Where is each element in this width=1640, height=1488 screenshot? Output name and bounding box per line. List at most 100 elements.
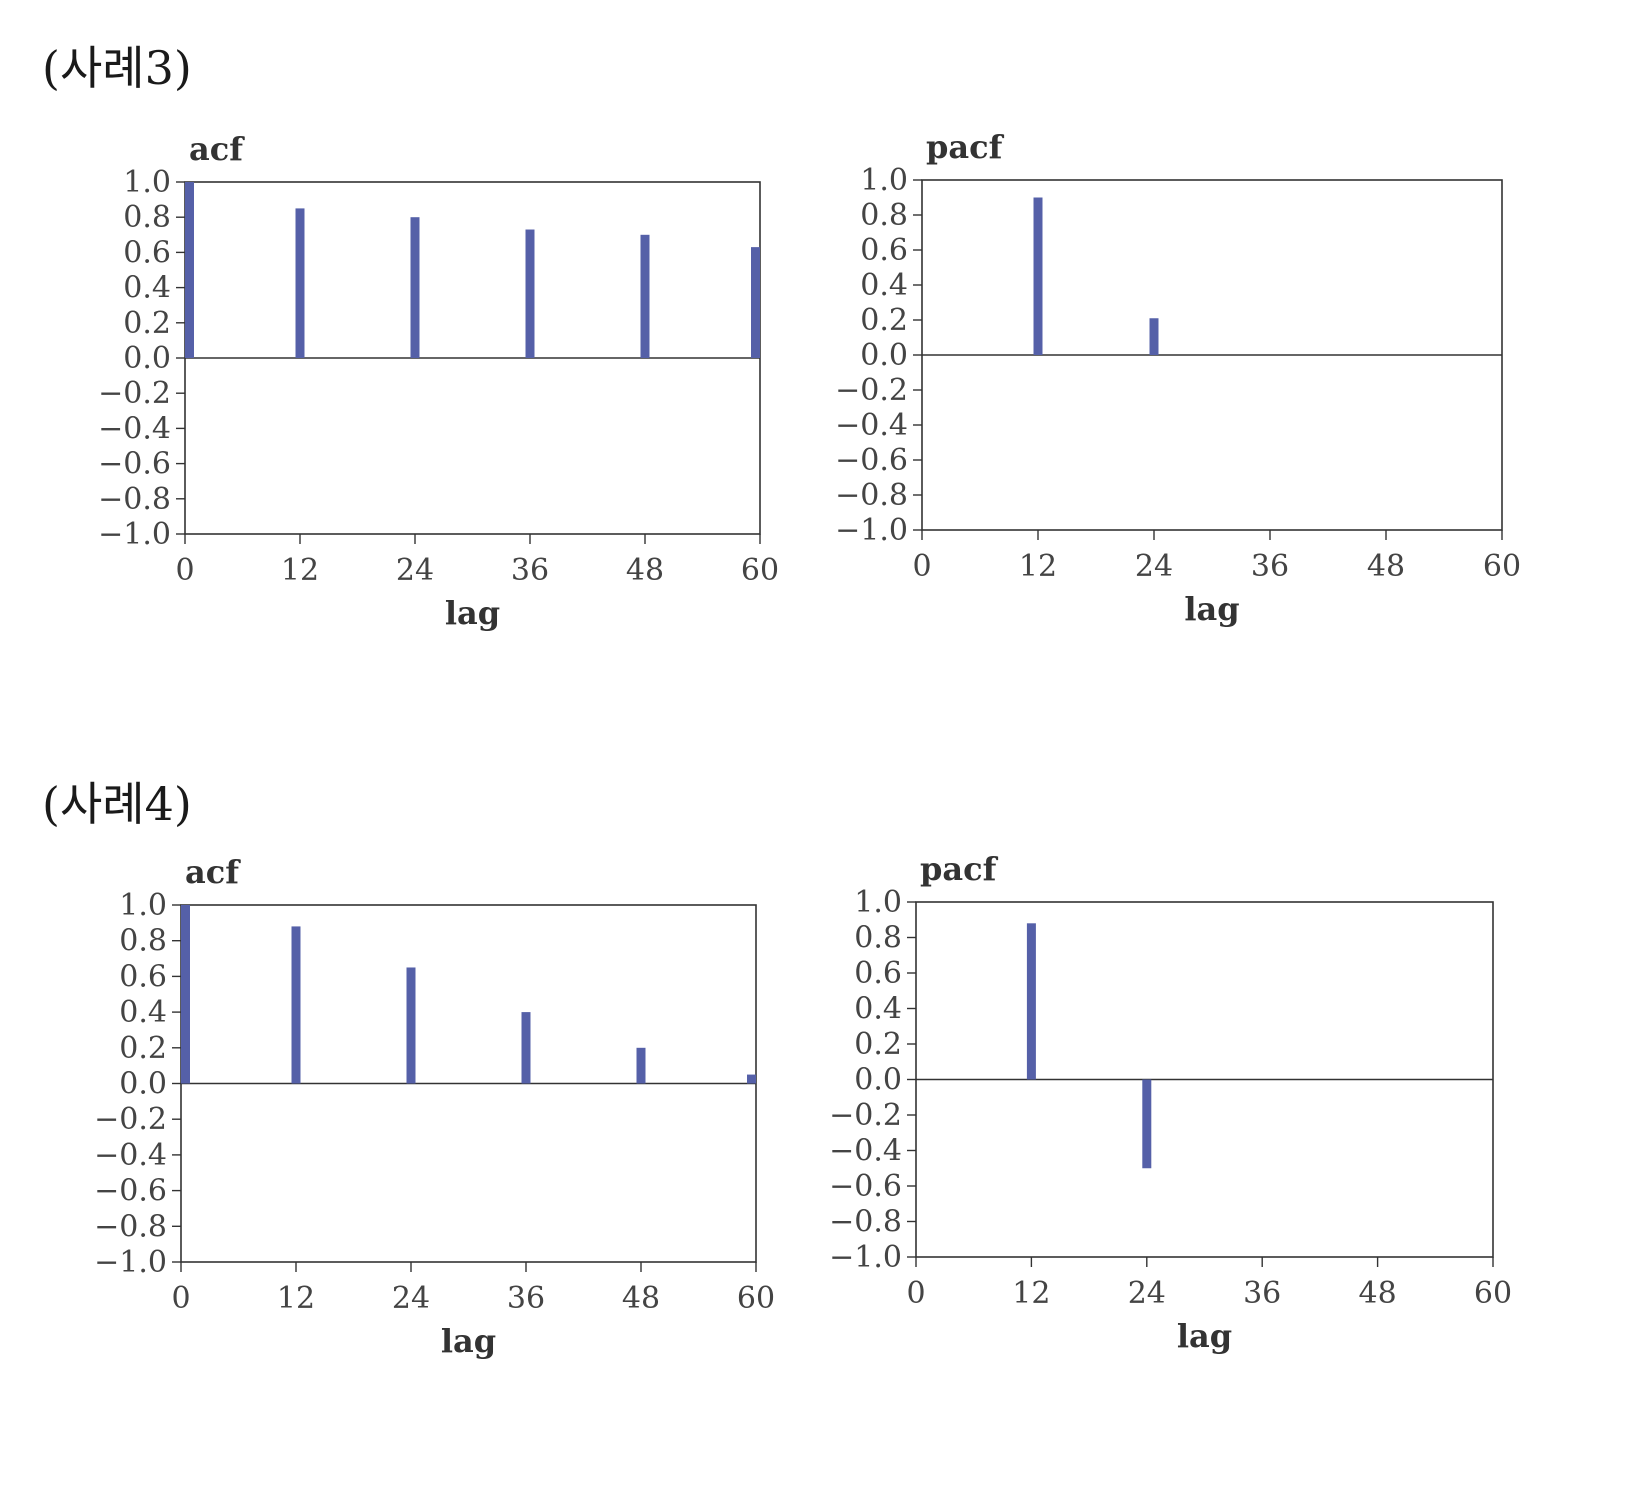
x-tick-label: 48 [1359, 1276, 1397, 1311]
y-tick-label: −0.4 [835, 408, 908, 443]
bar-lag-12 [291, 926, 301, 1084]
y-tick-label: −0.8 [835, 478, 908, 513]
x-tick-label: 24 [392, 1281, 430, 1316]
y-tick-label: 0.8 [854, 921, 902, 956]
y-tick-label: 0.6 [860, 233, 908, 268]
y-tick-label: 0.6 [123, 235, 171, 270]
y-tick-label: 1.0 [119, 888, 167, 923]
y-tick-label: 1.0 [860, 163, 908, 198]
x-tick-label: 12 [1012, 1276, 1050, 1311]
bar-lag-24 [406, 967, 416, 1084]
y-tick-label: 0.0 [854, 1063, 902, 1098]
bar-lag-60 [751, 247, 760, 358]
y-tick-label: −0.4 [829, 1134, 902, 1169]
y-tick-label: 0.4 [854, 992, 902, 1027]
x-tick-label: 36 [511, 553, 549, 588]
chart-case4-acf: acf 1.00.80.60.40.20.0−0.2−0.4−0.6−0.8−1.… [94, 853, 775, 1360]
y-tick-label: 0.6 [119, 959, 167, 994]
bar-lag-12 [1026, 923, 1036, 1080]
bar-lag-60 [747, 1074, 756, 1084]
chart-panel-case4-pacf: pacf 1.0 0.8 0.6 0.4 0.2 0.0 −0.2 −0.4 −0.6 −0.8 −1… [820, 840, 1620, 1400]
x-tick-label: 12 [281, 553, 319, 588]
y-tick-label: 0.4 [123, 271, 171, 306]
x-tick-label: 48 [622, 1281, 660, 1316]
bar-lag-0 [185, 182, 194, 358]
chart-panel-case3-acf: acf 1.0 0.8 0.6 0.4 0.2 0.0 −0.2 −0.4 −0.6 −0.8 −1.… [0, 110, 800, 670]
y-tick-label: 0.0 [119, 1067, 167, 1102]
chart-case4-pacf: pacf 1.00.80.60.40.20.0−0.2−0.4−0.6−0.8−1… [829, 850, 1512, 1355]
chart-title: acf [189, 130, 245, 168]
x-tick-label: 60 [737, 1281, 775, 1316]
bar-lag-12 [295, 208, 305, 358]
y-tick-label: −0.4 [98, 411, 171, 446]
x-tick-label: 36 [507, 1281, 545, 1316]
section-title-case4: (사례4) [42, 777, 192, 831]
x-tick-label: 0 [171, 1281, 190, 1316]
y-tick-label: 0.4 [860, 268, 908, 303]
bar-lag-24 [410, 217, 420, 358]
y-tick-label: 0.2 [860, 303, 908, 338]
chart-case3-acf: acf 1.00.80.60.40.20.0−0.2−0.4−0.6−0.8−1.… [98, 130, 779, 632]
y-tick-label: −0.8 [94, 1209, 167, 1244]
bar-lag-24 [1149, 318, 1159, 355]
y-tick-label: 1.0 [854, 885, 902, 920]
x-tick-label: 60 [1474, 1276, 1512, 1311]
x-axis-label: lag [1184, 590, 1239, 628]
x-tick-label: 24 [1135, 549, 1173, 584]
bar-lag-12 [1033, 197, 1043, 355]
y-tick-label: −0.6 [98, 447, 171, 482]
y-tick-label: −0.2 [835, 373, 908, 408]
x-tick-label: 36 [1251, 549, 1289, 584]
bar-lag-48 [640, 234, 650, 358]
chart-case3-pacf: pacf 1.00.80.60.40.20.0−0.2−0.4−0.6−0.8−1… [835, 128, 1521, 628]
chart-title: pacf [920, 850, 999, 888]
bar-lag-0 [181, 905, 190, 1084]
y-tick-label: −0.8 [829, 1205, 902, 1240]
y-tick-label: 0.4 [119, 995, 167, 1030]
x-tick-label: 0 [906, 1276, 925, 1311]
y-tick-label: 0.0 [860, 338, 908, 373]
y-tick-label: 0.8 [860, 198, 908, 233]
y-tick-label: 1.0 [123, 165, 171, 200]
x-tick-label: 0 [175, 553, 194, 588]
y-tick-label: −0.6 [829, 1169, 902, 1204]
x-tick-label: 12 [1019, 549, 1057, 584]
y-tick-label: −0.2 [94, 1102, 167, 1137]
bar-lag-24 [1142, 1079, 1152, 1169]
y-tick-label: 0.2 [854, 1027, 902, 1062]
y-tick-label: −0.2 [98, 376, 171, 411]
x-tick-label: 60 [1483, 549, 1521, 584]
bar-lag-36 [525, 229, 535, 358]
x-axis-label: lag [441, 1322, 496, 1360]
bar-lag-48 [636, 1047, 646, 1084]
y-tick-label: −1.0 [98, 517, 171, 552]
x-tick-label: 48 [1367, 549, 1405, 584]
x-tick-label: 12 [277, 1281, 315, 1316]
y-tick-label: −0.6 [835, 443, 908, 478]
chart-title: acf [185, 853, 241, 891]
section-title-case3: (사례3) [42, 41, 192, 95]
y-tick-label: −1.0 [94, 1245, 167, 1280]
y-tick-label: 0.0 [123, 341, 171, 376]
x-tick-label: 48 [626, 553, 664, 588]
chart-title: pacf [926, 128, 1005, 166]
x-tick-label: 24 [396, 553, 434, 588]
y-tick-label: −0.4 [94, 1138, 167, 1173]
y-tick-label: 0.6 [854, 956, 902, 991]
x-tick-label: 36 [1243, 1276, 1281, 1311]
x-tick-label: 0 [912, 549, 931, 584]
y-tick-label: −0.8 [98, 482, 171, 517]
x-axis-label: lag [445, 594, 500, 632]
bar-lag-36 [521, 1012, 531, 1084]
y-tick-label: 0.8 [119, 924, 167, 959]
y-tick-label: 0.2 [123, 306, 171, 341]
y-tick-label: −1.0 [835, 513, 908, 548]
chart-panel-case4-acf: acf 1.0 0.8 0.6 0.4 0.2 0.0 −0.2 −0.4 −0.6 −0.8 −1.… [0, 840, 800, 1400]
y-tick-label: −0.2 [829, 1098, 902, 1133]
x-tick-label: 24 [1128, 1276, 1166, 1311]
x-tick-label: 60 [741, 553, 779, 588]
y-tick-label: 0.2 [119, 1031, 167, 1066]
y-tick-label: −0.6 [94, 1174, 167, 1209]
chart-panel-case3-pacf: pacf 1.0 0.8 0.6 0.4 0.2 0.0 −0.2 −0.4 −0.6 −0.8 −1… [820, 110, 1620, 670]
y-tick-label: 0.8 [123, 200, 171, 235]
